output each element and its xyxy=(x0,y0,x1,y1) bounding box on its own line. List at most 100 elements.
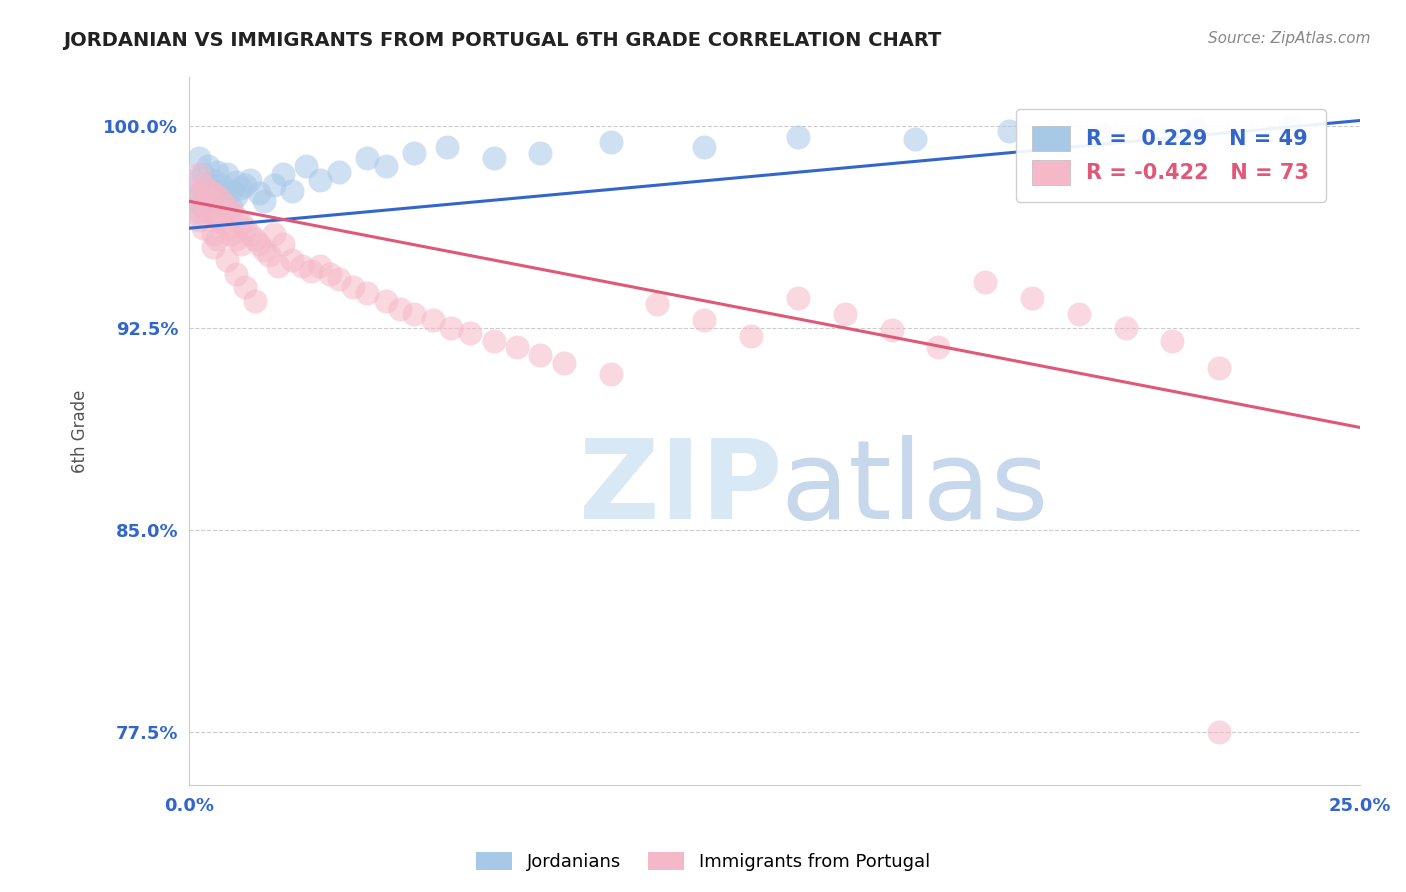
Point xyxy=(229,181,252,195)
Point xyxy=(402,145,425,160)
Point xyxy=(263,178,285,193)
Point xyxy=(997,124,1019,138)
Point xyxy=(693,140,716,154)
Point xyxy=(927,340,949,354)
Point xyxy=(1067,307,1090,321)
Point xyxy=(553,356,575,370)
Point xyxy=(193,200,215,214)
Point xyxy=(215,221,238,235)
Point xyxy=(257,248,280,262)
Point xyxy=(647,296,669,310)
Point xyxy=(1208,724,1230,739)
Point xyxy=(436,140,458,154)
Point xyxy=(235,178,257,193)
Point xyxy=(374,159,396,173)
Point xyxy=(215,200,238,214)
Point xyxy=(1115,320,1137,334)
Point xyxy=(225,267,247,281)
Text: atlas: atlas xyxy=(780,434,1049,541)
Point xyxy=(187,205,209,219)
Point xyxy=(225,189,247,203)
Text: JORDANIAN VS IMMIGRANTS FROM PORTUGAL 6TH GRADE CORRELATION CHART: JORDANIAN VS IMMIGRANTS FROM PORTUGAL 6T… xyxy=(63,31,942,50)
Point xyxy=(221,200,243,214)
Point xyxy=(207,164,229,178)
Point xyxy=(229,237,252,252)
Point xyxy=(529,145,551,160)
Point xyxy=(215,253,238,268)
Point xyxy=(207,211,229,225)
Point xyxy=(243,293,266,308)
Point xyxy=(211,194,233,209)
Point xyxy=(215,186,238,201)
Point xyxy=(263,227,285,241)
Point xyxy=(201,240,224,254)
Point xyxy=(267,259,290,273)
Point xyxy=(880,324,903,338)
Point xyxy=(281,253,304,268)
Point xyxy=(221,184,243,198)
Point xyxy=(253,194,276,209)
Point xyxy=(388,301,411,316)
Point xyxy=(271,237,294,252)
Point xyxy=(197,159,219,173)
Point xyxy=(183,194,205,209)
Point xyxy=(193,178,215,193)
Point xyxy=(187,151,209,165)
Point xyxy=(1021,291,1043,305)
Point xyxy=(356,151,378,165)
Point xyxy=(693,312,716,326)
Point xyxy=(187,186,209,201)
Point xyxy=(271,167,294,181)
Point xyxy=(187,213,209,227)
Point xyxy=(187,167,209,181)
Point xyxy=(229,216,252,230)
Point xyxy=(225,211,247,225)
Point xyxy=(183,205,205,219)
Point xyxy=(1161,334,1184,349)
Point xyxy=(221,227,243,241)
Point xyxy=(328,164,350,178)
Point xyxy=(299,264,322,278)
Point xyxy=(974,275,997,289)
Point xyxy=(193,221,215,235)
Point xyxy=(374,293,396,308)
Point xyxy=(221,205,243,219)
Point xyxy=(402,307,425,321)
Point xyxy=(440,320,463,334)
Point xyxy=(211,216,233,230)
Point xyxy=(243,232,266,246)
Point xyxy=(183,172,205,186)
Point xyxy=(201,172,224,186)
Point xyxy=(249,237,271,252)
Point xyxy=(422,312,444,326)
Point xyxy=(183,186,205,201)
Point xyxy=(193,200,215,214)
Point xyxy=(249,186,271,201)
Point xyxy=(211,194,233,209)
Point xyxy=(239,227,262,241)
Point xyxy=(834,307,856,321)
Point xyxy=(211,178,233,193)
Point xyxy=(295,159,318,173)
Point xyxy=(201,205,224,219)
Point xyxy=(482,151,505,165)
Point xyxy=(318,267,340,281)
Point xyxy=(740,329,762,343)
Point xyxy=(599,367,621,381)
Point xyxy=(506,340,529,354)
Point xyxy=(239,172,262,186)
Point xyxy=(197,202,219,217)
Point xyxy=(356,285,378,300)
Point xyxy=(1278,119,1301,133)
Legend: R =  0.229   N = 49, R = -0.422   N = 73: R = 0.229 N = 49, R = -0.422 N = 73 xyxy=(1015,109,1326,202)
Point xyxy=(201,227,224,241)
Point xyxy=(1208,361,1230,376)
Point xyxy=(187,189,209,203)
Point xyxy=(458,326,481,341)
Y-axis label: 6th Grade: 6th Grade xyxy=(72,390,89,473)
Point xyxy=(328,272,350,286)
Point xyxy=(253,243,276,257)
Point xyxy=(787,129,810,144)
Point xyxy=(201,208,224,222)
Point xyxy=(309,172,332,186)
